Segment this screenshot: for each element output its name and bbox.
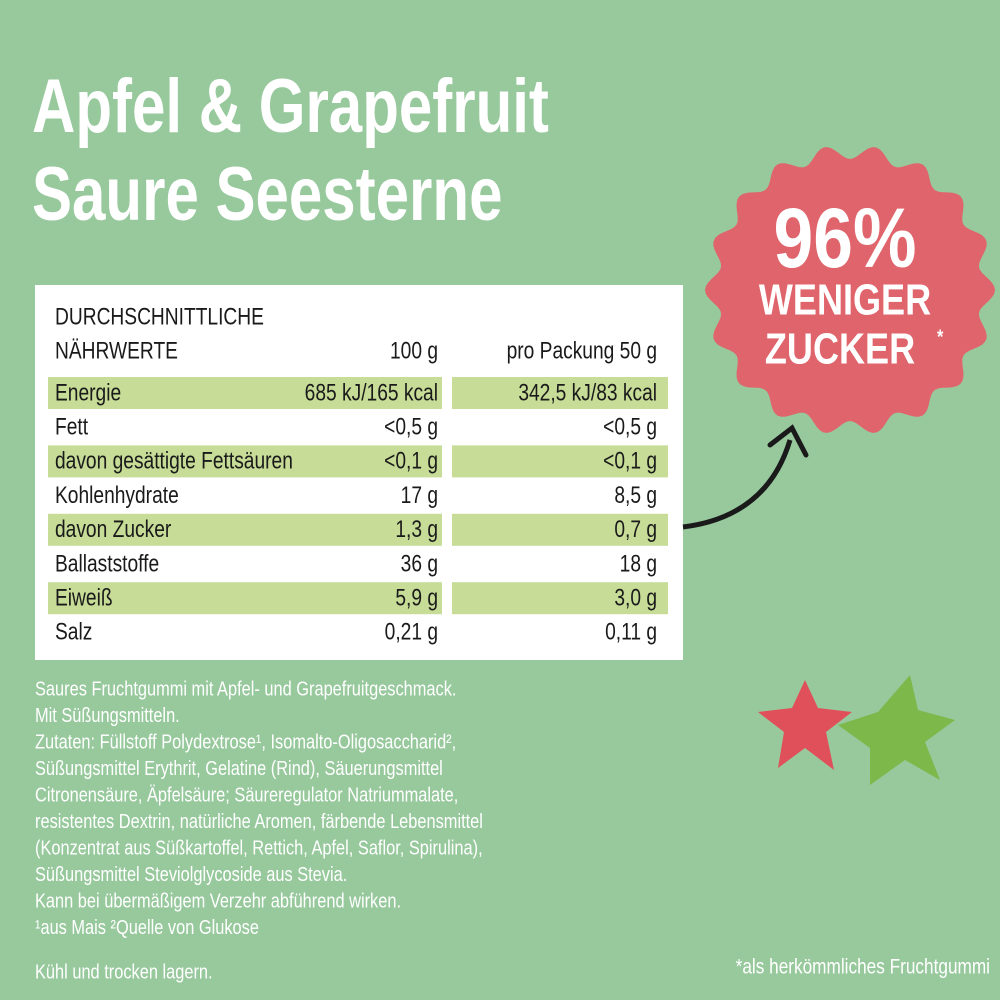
badge-line: WENIGER <box>759 275 931 324</box>
candy-green <box>838 675 955 785</box>
row-value: 17 g <box>401 481 438 509</box>
description-line: Kann bei übermäßigem Verzehr abführend w… <box>35 889 401 912</box>
description-line: Süßungsmittel Erythrit, Gelatine (Rind),… <box>35 756 443 779</box>
row-value: 1,3 g <box>395 515 438 543</box>
row-highlight <box>48 377 442 409</box>
row-highlight <box>48 582 442 615</box>
row-highlight <box>48 445 442 478</box>
description-line: ¹aus Mais ²Quelle von Glukose <box>35 915 259 938</box>
title-line: Saure Seesterne <box>32 151 502 236</box>
description-line: resistentes Dextrin, natürliche Aromen, … <box>35 809 483 832</box>
badge-line: ZUCKER <box>765 324 915 373</box>
column-header: 100 g <box>390 336 438 364</box>
arrow-head <box>767 424 809 458</box>
badge-percent: 96% <box>774 191 917 286</box>
table-heading: NÄHRWERTE <box>55 336 178 364</box>
title-line: Apfel & Grapefruit <box>32 63 549 148</box>
storage-note: Kühl und trocken lagern. <box>35 960 213 983</box>
row-highlight <box>452 445 668 478</box>
row-label: Salz <box>55 618 92 646</box>
row-value: <0,5 g <box>603 412 657 440</box>
row-highlight <box>452 377 668 409</box>
description-line: Mit Süßungsmitteln. <box>35 703 180 726</box>
row-value: 342,5 kJ/83 kcal <box>518 378 657 406</box>
row-value: 0,7 g <box>614 515 657 543</box>
description-line: Saures Fruchtgummi mit Apfel- und Grapef… <box>35 677 456 700</box>
row-label: davon Zucker <box>55 515 171 543</box>
description-line: (Konzentrat aus Süßkartoffel, Rettich, A… <box>35 836 483 859</box>
badge-asterisk: * <box>937 325 944 348</box>
description-line: Süßungsmittel Steviolglycoside aus Stevi… <box>35 862 347 885</box>
row-value: 8,5 g <box>614 481 657 509</box>
table-heading: DURCHSCHNITTLICHE <box>55 302 264 330</box>
row-value: 18 g <box>620 549 657 577</box>
arrow <box>682 439 793 530</box>
description-line: Zutaten: Füllstoff Polydextrose¹, Isomal… <box>35 730 456 753</box>
row-label: Kohlenhydrate <box>55 481 179 509</box>
row-value: 3,0 g <box>614 583 657 611</box>
row-highlight <box>452 582 668 615</box>
description-line: Citronensäure, Äpfelsäure; Säureregulato… <box>35 783 458 806</box>
row-value: 0,21 g <box>385 618 438 646</box>
row-label: Energie <box>55 378 121 406</box>
row-label: Fett <box>55 412 88 440</box>
column-header: pro Packung 50 g <box>507 336 657 364</box>
row-highlight <box>48 513 442 546</box>
candy-red <box>758 680 852 770</box>
row-value: <0,5 g <box>384 412 438 440</box>
row-value: 685 kJ/165 kcal <box>305 378 438 406</box>
row-value: <0,1 g <box>384 447 438 475</box>
row-highlight <box>452 513 668 546</box>
row-value: 5,9 g <box>395 583 438 611</box>
badge-shape <box>705 147 995 433</box>
row-value: 36 g <box>401 549 438 577</box>
row-label: Eiweiß <box>55 583 113 611</box>
footnote: *als herkömmliches Fruchtgummi <box>736 956 990 979</box>
row-label: davon gesättigte Fettsäuren <box>55 447 293 475</box>
row-value: 0,11 g <box>605 618 657 646</box>
row-label: Ballaststoffe <box>55 549 159 577</box>
row-value: <0,1 g <box>603 447 657 475</box>
